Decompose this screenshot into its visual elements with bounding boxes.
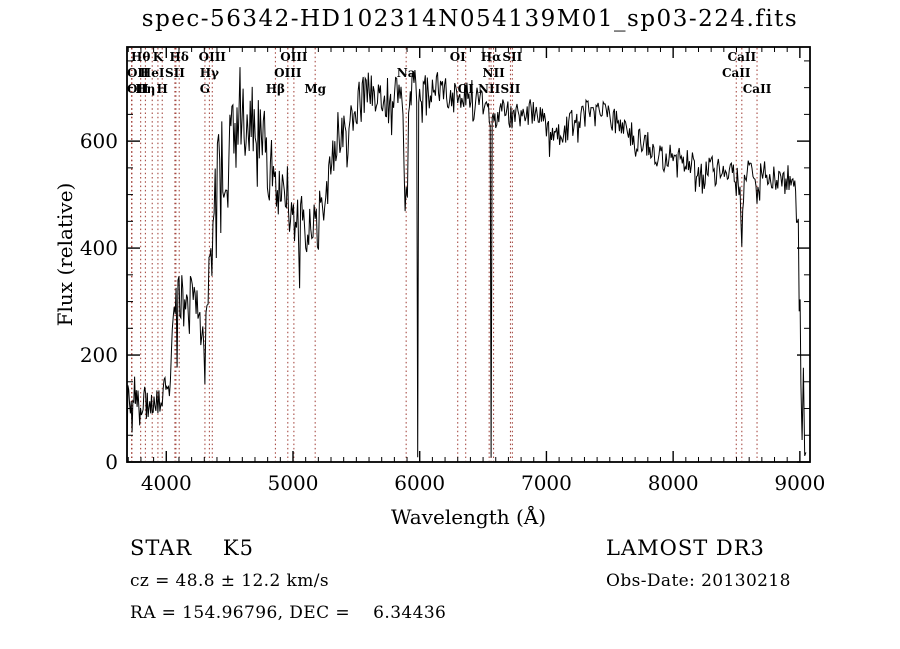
line-marker-label: CaII [728, 50, 757, 64]
obs-date-label: Obs-Date: 20130218 [606, 571, 791, 591]
line-marker-label: OIII [280, 50, 308, 64]
line-marker-label: H [157, 82, 168, 96]
line-marker-label: Mg [304, 82, 326, 96]
line-marker-label: Hη [135, 82, 155, 96]
line-marker-label: NII [478, 82, 501, 96]
x-tick-label: 8000 [648, 471, 699, 495]
x-tick-label: 9000 [774, 471, 825, 495]
plot-frame [126, 46, 811, 463]
line-marker-label: OIII [274, 66, 302, 80]
line-marker-label: Hβ [266, 82, 285, 96]
survey-release-label: LAMOST DR3 [606, 536, 765, 560]
line-marker-label: OIII [199, 50, 227, 64]
line-marker-label: Hδ [170, 50, 189, 64]
line-marker-label: G [200, 82, 210, 96]
y-tick-label: 600 [80, 129, 118, 153]
x-tick-label: 6000 [394, 471, 445, 495]
cz-value-label: cz = 48.8 ± 12.2 km/s [130, 571, 329, 591]
x-tick-label: 5000 [268, 471, 319, 495]
x-tick-label: 7000 [521, 471, 572, 495]
line-marker-label: OI [450, 50, 466, 64]
y-axis-label: Flux (relative) [53, 183, 77, 327]
x-tick-label: 4000 [141, 471, 192, 495]
line-marker-label: SII [502, 50, 522, 64]
line-marker-label: K [153, 50, 164, 64]
line-marker-label: SII [165, 66, 185, 80]
line-marker-label: Hγ [200, 66, 219, 80]
spectrum-trace [126, 67, 807, 458]
line-marker-label: Na [397, 66, 416, 80]
ra-dec-label: RA = 154.96796, DEC = 6.34436 [130, 603, 447, 623]
y-tick-label: 0 [105, 450, 118, 474]
line-marker-label: Hα [481, 50, 502, 64]
line-marker-label: OII [127, 66, 149, 80]
plot-title: spec-56342-HD102314N054139M01_sp03-224.f… [141, 6, 799, 32]
line-marker-label: NII [482, 66, 505, 80]
x-axis-label: Wavelength (Å) [391, 504, 546, 529]
line-marker-label: HeI [140, 66, 165, 80]
line-marker-label: SII [500, 82, 520, 96]
line-marker-label: CaII [743, 82, 772, 96]
line-marker-label: CaII [722, 66, 751, 80]
line-marker-label: OI [458, 82, 474, 96]
y-tick-label: 400 [80, 236, 118, 260]
object-class-label: STAR K5 [130, 536, 254, 560]
y-tick-label: 200 [80, 343, 118, 367]
line-marker-label: OII [127, 82, 149, 96]
line-marker-label: Hθ [131, 50, 150, 64]
